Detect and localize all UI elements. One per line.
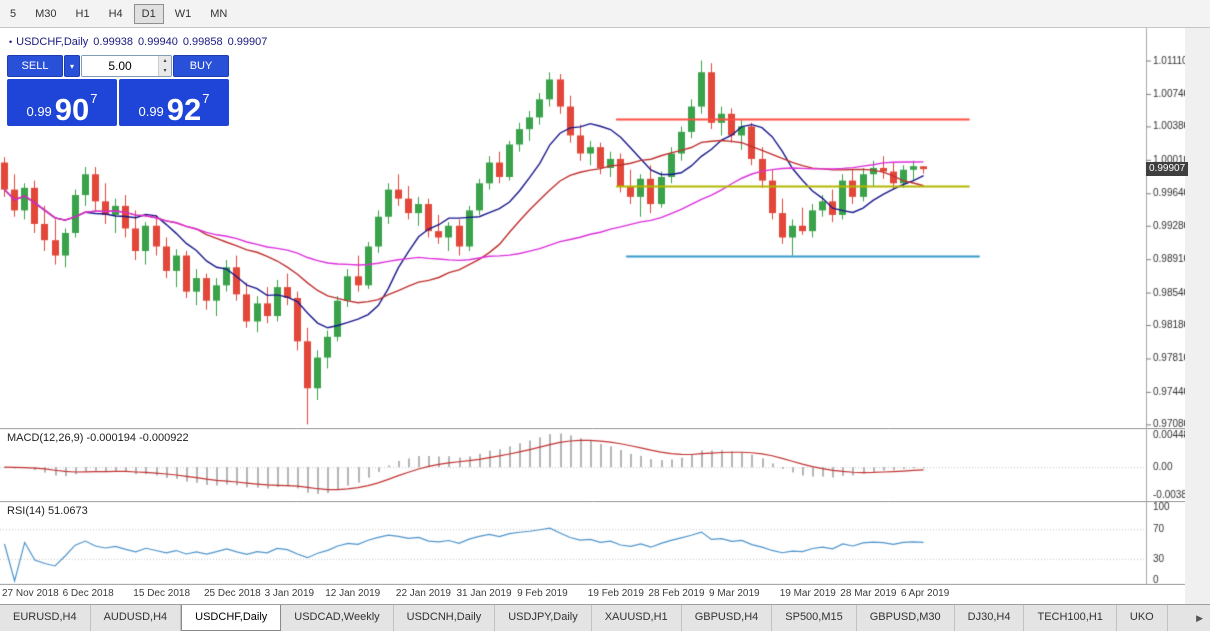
chart-tab-usdchf-daily[interactable]: USDCHF,Daily (181, 605, 282, 631)
buy-price-prefix: 0.99 (138, 104, 164, 119)
buy-price-point: 7 (202, 91, 210, 106)
chart-tab-tech100-h1[interactable]: TECH100,H1 (1024, 605, 1117, 631)
macd-panel-canvas[interactable] (0, 428, 1185, 501)
close-value: 0.99907 (227, 36, 268, 48)
buy-price-display[interactable]: 0.99 92 7 (119, 79, 229, 126)
x-axis-label: 9 Feb 2019 (517, 588, 568, 599)
x-axis-label: 6 Dec 2018 (62, 588, 114, 599)
rsi-indicator-label: RSI(14) 51.0673 (7, 505, 88, 517)
timeframe-button-mn[interactable]: MN (202, 4, 235, 24)
chart-tab-bar: EURUSD,H4 AUDUSD,H4 USDCHF,Daily USDCAD,Wee… (0, 604, 1210, 631)
x-axis-label: 28 Feb 2019 (648, 588, 705, 599)
chart-tab-usdjpy-daily[interactable]: USDJPY,Daily (495, 605, 592, 631)
x-axis-label: 31 Jan 2019 (456, 588, 512, 599)
timeframe-toolbar: 5 M30 H1 H4 D1 W1 MN (0, 0, 1210, 28)
chart-tab-sp500-m15[interactable]: SP500,M15 (772, 605, 857, 631)
chart-title-ohlc: • USDCHF,Daily 0.99938 0.99940 0.99858 0.9990… (9, 36, 272, 48)
x-axis-label: 15 Dec 2018 (133, 588, 191, 599)
timeframe-button-h4[interactable]: H4 (101, 4, 131, 24)
x-axis: 27 Nov 2018 6 Dec 2018 15 Dec 2018 25 Dec 2… (0, 585, 1185, 604)
rsi-panel-canvas[interactable] (0, 501, 1185, 585)
x-axis-label: 12 Jan 2019 (325, 588, 381, 599)
chart-tab-uko[interactable]: UKO (1117, 605, 1168, 631)
volume-dropdown-button[interactable]: ▾ (64, 55, 80, 77)
symbol-label: USDCHF,Daily (16, 36, 89, 48)
volume-decrement-button[interactable]: ▾ (159, 66, 171, 76)
x-axis-label: 3 Jan 2019 (264, 588, 315, 599)
current-price-tag: 0.99907 (1146, 162, 1189, 177)
timeframe-button-d1[interactable]: D1 (133, 3, 164, 24)
x-axis-label: 6 Apr 2019 (900, 588, 950, 599)
chart-tab-gbpusd-m30[interactable]: GBPUSD,M30 (857, 605, 955, 631)
timeframe-button-m30[interactable]: M30 (27, 4, 64, 24)
volume-spinner: ▴ ▾ (158, 56, 171, 76)
trade-prices-row: 0.99 90 7 0.99 92 7 (7, 79, 229, 126)
x-axis-label: 27 Nov 2018 (2, 588, 59, 599)
chart-tab-usdcnh-daily[interactable]: USDCNH,Daily (394, 605, 496, 631)
timeframe-button-h1[interactable]: H1 (68, 4, 98, 24)
low-value: 0.99858 (182, 36, 223, 48)
chart-tab-gbpusd-h4[interactable]: GBPUSD,H4 (682, 605, 773, 631)
chart-region: 27 Nov 2018 6 Dec 2018 15 Dec 2018 25 Dec 2… (0, 28, 1189, 604)
symbol-bullet-icon: • (9, 37, 13, 47)
timeframe-button-5[interactable]: 5 (2, 4, 24, 24)
high-value: 0.99940 (138, 36, 178, 48)
open-value: 0.99938 (93, 36, 134, 48)
x-axis-label: 9 Mar 2019 (709, 588, 760, 599)
x-axis-label: 25 Dec 2018 (204, 588, 261, 599)
sell-button[interactable]: SELL (7, 55, 63, 77)
one-click-trade-widget: SELL ▾ ▴ ▾ BUY 0.99 90 7 0.9 (7, 55, 229, 126)
timeframe-button-w1[interactable]: W1 (167, 4, 200, 24)
x-axis-label: 19 Feb 2019 (587, 588, 644, 599)
volume-field: ▴ ▾ (81, 55, 172, 77)
x-axis-label: 22 Jan 2019 (395, 588, 451, 599)
sell-price-display[interactable]: 0.99 90 7 (7, 79, 117, 126)
chart-tab-dj30-h4[interactable]: DJ30,H4 (955, 605, 1025, 631)
chart-tab-xauusd-h1[interactable]: XAUUSD,H1 (592, 605, 682, 631)
sell-price-prefix: 0.99 (26, 104, 52, 119)
buy-button[interactable]: BUY (173, 55, 229, 77)
macd-indicator-label: MACD(12,26,9) -0.000194 -0.000922 (7, 432, 189, 444)
x-axis-label: 19 Mar 2019 (779, 588, 836, 599)
chart-tab-eurusd-h4[interactable]: EURUSD,H4 (0, 605, 91, 631)
chart-tabs: EURUSD,H4 AUDUSD,H4 USDCHF,Daily USDCAD,Wee… (0, 605, 1188, 631)
x-axis-label: 28 Mar 2019 (840, 588, 897, 599)
tab-scroll-right-icon[interactable]: ▶ (1196, 613, 1203, 623)
trade-controls-row: SELL ▾ ▴ ▾ BUY (7, 55, 229, 77)
sell-price-point: 7 (90, 91, 98, 106)
chevron-down-icon: ▾ (69, 61, 74, 71)
volume-increment-button[interactable]: ▴ (159, 56, 171, 66)
volume-input[interactable] (82, 56, 158, 76)
sell-price-pips: 90 (54, 91, 90, 127)
chart-tab-audusd-h4[interactable]: AUDUSD,H4 (91, 605, 182, 631)
chart-tab-usdcad-weekly[interactable]: USDCAD,Weekly (281, 605, 394, 631)
buy-price-pips: 92 (166, 91, 202, 127)
